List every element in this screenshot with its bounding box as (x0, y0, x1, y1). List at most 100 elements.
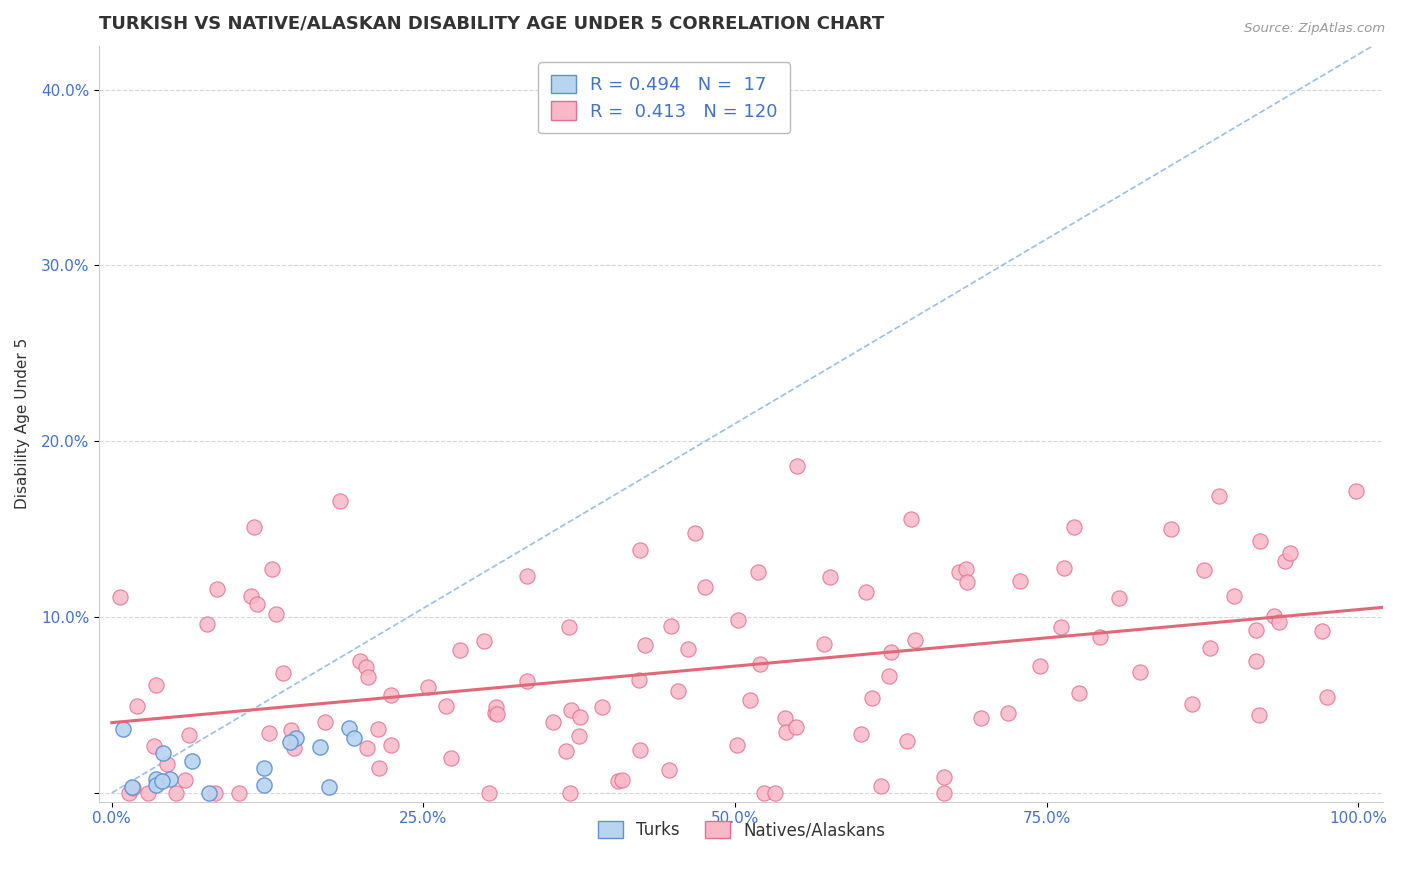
Point (747, 565, 769, 579)
Point (560, 703, 582, 717)
Point (628, 742, 651, 756)
Point (367, 723, 389, 737)
Point (253, 761, 276, 775)
Point (195, 616, 218, 631)
Point (775, 724, 797, 739)
Point (818, 570, 841, 584)
Point (486, 706, 509, 721)
Point (725, 738, 748, 752)
Point (1129, 665, 1152, 680)
Point (349, 654, 371, 668)
Point (472, 634, 495, 648)
Point (284, 731, 307, 745)
Point (205, 582, 228, 597)
Point (145, 772, 167, 786)
Point (145, 678, 167, 692)
Point (416, 681, 439, 695)
Point (870, 780, 893, 794)
Point (204, 786, 226, 800)
Point (329, 494, 352, 508)
Point (434, 699, 457, 714)
Point (174, 773, 197, 788)
Point (1246, 623, 1268, 637)
Point (955, 562, 977, 576)
Point (752, 786, 775, 800)
Point (1310, 624, 1333, 639)
Point (143, 739, 166, 753)
Point (1199, 640, 1222, 655)
Point (380, 688, 402, 702)
Point (1247, 708, 1270, 723)
Point (813, 637, 835, 651)
Point (695, 580, 717, 594)
Point (543, 714, 565, 729)
Point (440, 751, 463, 765)
Point (165, 786, 187, 800)
Point (970, 711, 993, 725)
Point (136, 786, 159, 800)
Point (1181, 698, 1204, 712)
Point (1223, 589, 1246, 603)
Point (1249, 534, 1271, 549)
Point (159, 772, 181, 786)
Point (785, 720, 807, 734)
Point (1088, 630, 1111, 644)
Point (557, 620, 579, 634)
Point (112, 722, 135, 736)
Point (278, 735, 301, 749)
Point (773, 711, 796, 725)
Point (177, 728, 200, 742)
Point (1010, 574, 1032, 588)
Point (380, 738, 402, 752)
Point (260, 562, 283, 576)
Y-axis label: Disability Age Under 5: Disability Age Under 5 (15, 338, 30, 509)
Point (121, 780, 143, 795)
Point (246, 597, 269, 611)
Point (904, 632, 927, 647)
Point (668, 683, 690, 698)
Point (239, 589, 262, 603)
Point (356, 740, 378, 755)
Point (558, 786, 581, 800)
Point (657, 763, 679, 777)
Point (198, 786, 221, 800)
Point (314, 714, 336, 729)
Point (932, 770, 955, 784)
Point (271, 665, 294, 680)
Point (1067, 686, 1090, 700)
Point (932, 786, 955, 800)
Point (181, 754, 204, 768)
Point (242, 520, 264, 534)
Point (264, 607, 287, 622)
Point (156, 756, 179, 771)
Point (683, 526, 706, 541)
Point (1274, 554, 1296, 568)
Point (1192, 563, 1215, 577)
Point (356, 660, 378, 674)
Point (860, 690, 883, 705)
Point (484, 706, 506, 721)
Point (1050, 620, 1073, 634)
Point (257, 726, 280, 740)
Point (280, 723, 302, 737)
Point (1316, 690, 1339, 705)
Point (740, 693, 762, 707)
Point (118, 786, 141, 800)
Point (1244, 654, 1267, 668)
Point (1160, 522, 1182, 536)
Point (145, 778, 167, 792)
Point (786, 458, 808, 473)
Point (122, 780, 145, 795)
Text: Source: ZipAtlas.com: Source: ZipAtlas.com (1244, 22, 1385, 36)
Point (125, 699, 148, 714)
Point (610, 773, 633, 788)
Point (591, 700, 613, 714)
Point (997, 706, 1019, 720)
Point (318, 780, 340, 795)
Point (516, 673, 538, 688)
Point (1053, 560, 1076, 574)
Point (1268, 615, 1291, 629)
Point (283, 740, 305, 755)
Point (337, 721, 360, 735)
Point (516, 568, 538, 582)
